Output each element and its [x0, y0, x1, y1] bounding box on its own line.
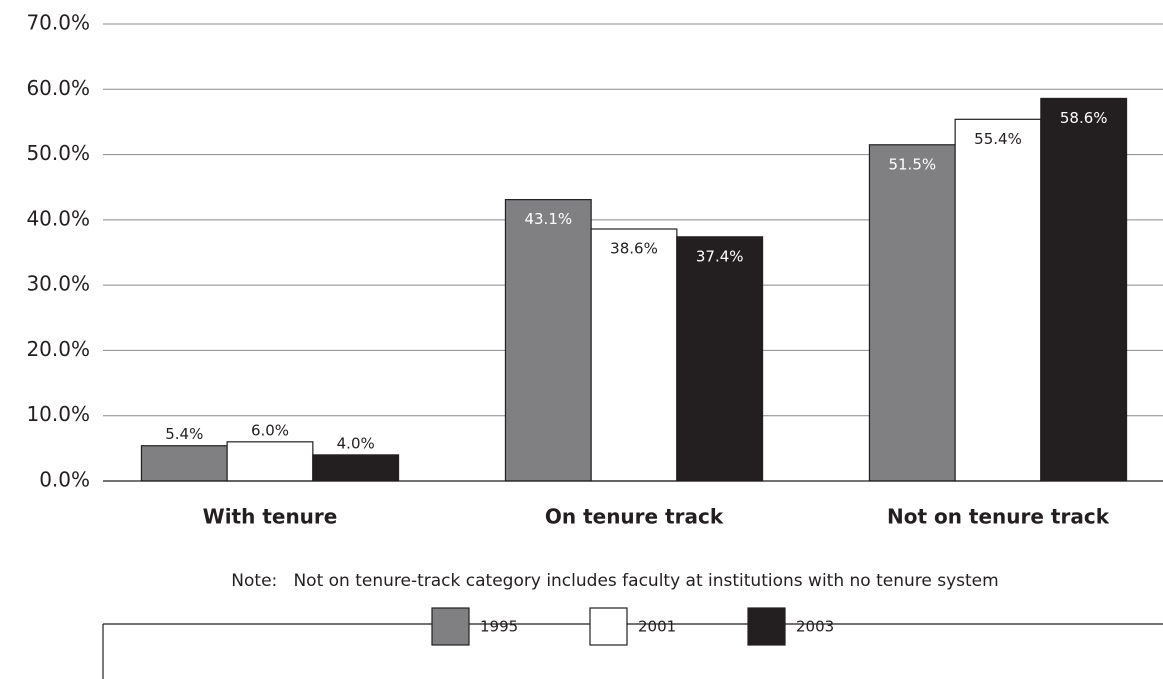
y-tick-label: 60.0% — [26, 76, 90, 100]
y-tick-label: 50.0% — [26, 141, 90, 165]
y-tick-label: 30.0% — [26, 272, 90, 296]
legend-swatch — [747, 607, 786, 646]
legend-swatch — [589, 607, 628, 646]
bar — [140, 445, 228, 482]
bar — [590, 228, 678, 482]
x-tick-label: With tenure — [203, 505, 338, 529]
y-tick-label: 0.0% — [39, 468, 90, 492]
value-label: 43.1% — [524, 210, 572, 228]
x-tick-label: Not on tenure track — [887, 505, 1110, 529]
bar — [312, 454, 400, 482]
y-tick-label: 70.0% — [26, 11, 90, 35]
legend-swatch — [431, 607, 470, 646]
value-label: 51.5% — [888, 155, 936, 173]
legend-label: 1995 — [480, 618, 518, 636]
legend-label: 2001 — [638, 618, 676, 636]
bar — [676, 236, 764, 482]
value-label: 5.4% — [165, 425, 203, 443]
y-tick-label: 40.0% — [26, 206, 90, 230]
bar — [504, 199, 592, 482]
legend-label: 2003 — [796, 618, 834, 636]
value-label: 38.6% — [610, 239, 658, 257]
value-label: 6.0% — [251, 421, 289, 439]
value-label: 37.4% — [696, 247, 744, 265]
note: Note: Not on tenure-track category inclu… — [231, 571, 998, 591]
x-tick-label: On tenure track — [545, 505, 724, 529]
bar — [954, 118, 1042, 482]
y-tick-label: 20.0% — [26, 337, 90, 361]
value-label: 4.0% — [337, 434, 375, 452]
value-label: 55.4% — [974, 130, 1022, 148]
bar — [868, 144, 956, 482]
bar — [226, 441, 314, 482]
bar — [1040, 97, 1128, 482]
value-label: 58.6% — [1060, 109, 1108, 127]
y-tick-label: 10.0% — [26, 402, 90, 426]
